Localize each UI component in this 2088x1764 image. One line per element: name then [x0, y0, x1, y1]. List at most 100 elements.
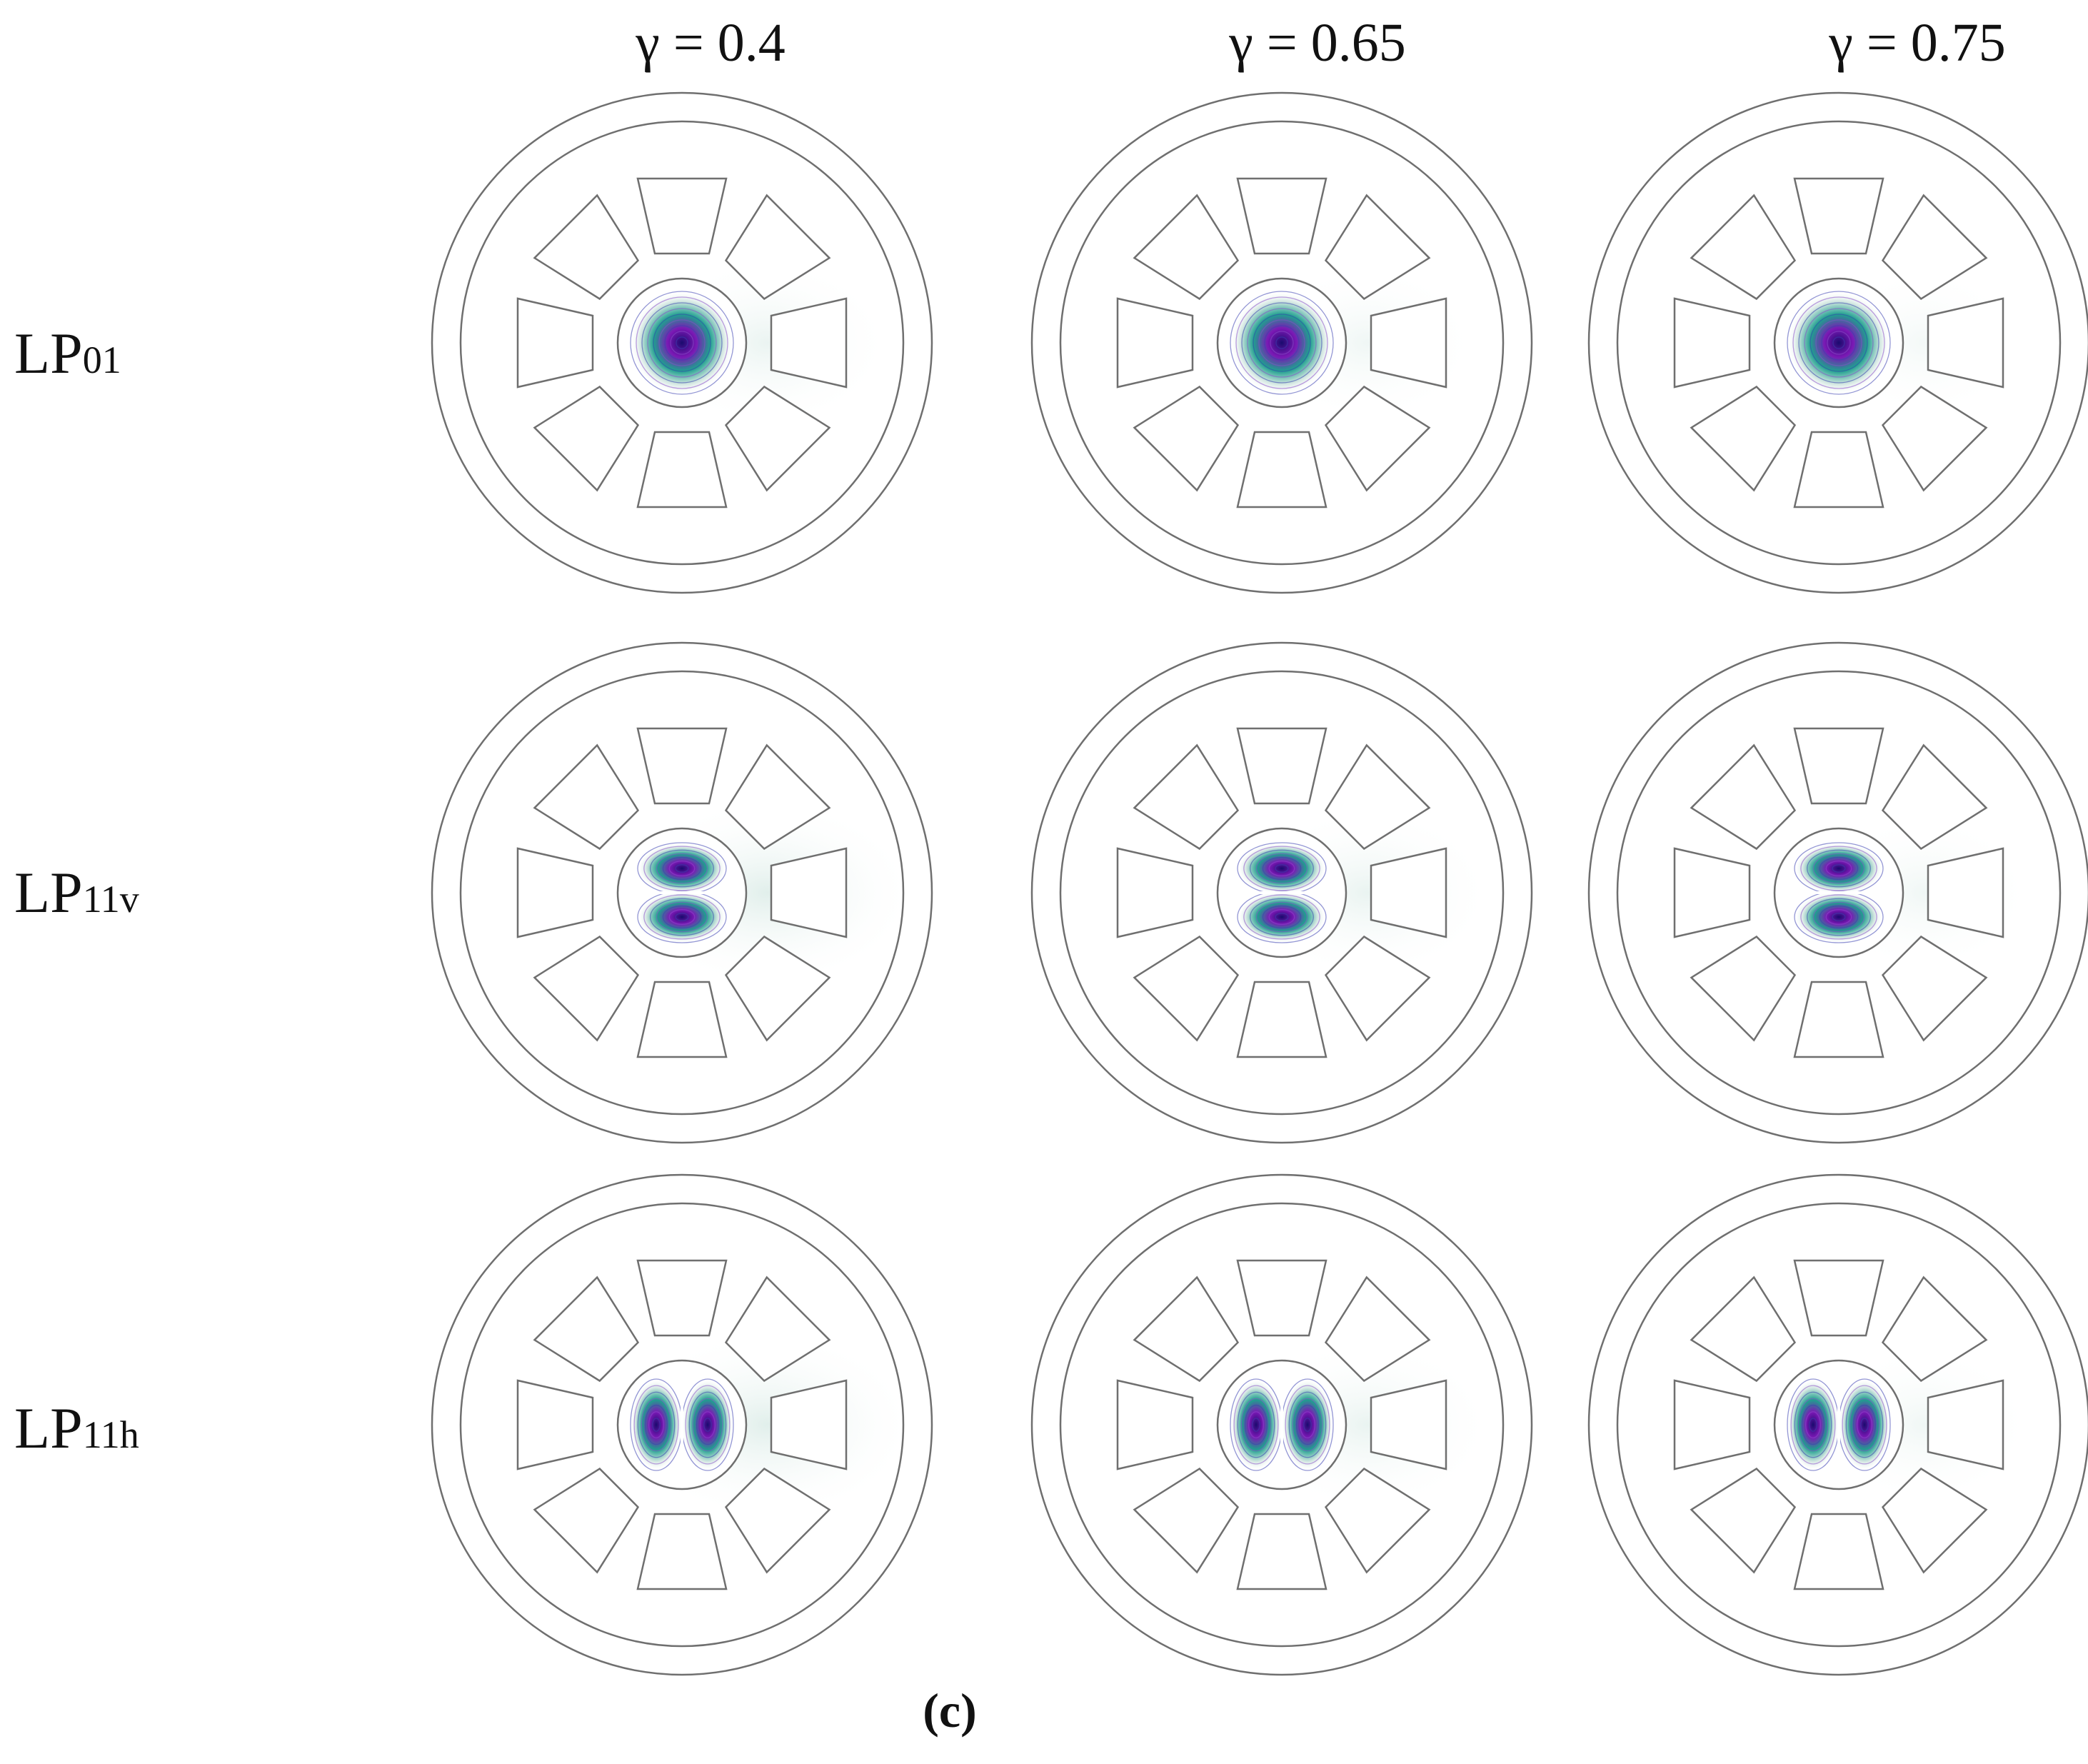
contour-line: [670, 331, 694, 355]
cladding-hole: [1927, 297, 2004, 389]
contour-line: [1845, 1391, 1884, 1458]
jacket-outer-circle: [1587, 91, 2088, 594]
cladding-hole: [1690, 743, 1797, 851]
contour-line: [643, 894, 721, 940]
jacket-outer-circle: [431, 641, 933, 1144]
cladding-hole: [1324, 1467, 1431, 1574]
cladding-hole: [1236, 1259, 1327, 1337]
jacket-inner-circle: [459, 1202, 905, 1648]
contour-line: [641, 1398, 672, 1452]
cladding-hole: [1881, 935, 1988, 1042]
cladding-hole: [1133, 194, 1240, 301]
contour-line: [1819, 905, 1859, 929]
contour-line: [1800, 846, 1877, 891]
contour-line: [650, 898, 714, 936]
contour-line: [662, 856, 702, 881]
cladding-hole: [1133, 1276, 1240, 1383]
contour-line: [653, 314, 711, 372]
contour-line: [1292, 1398, 1323, 1452]
cladding-hole: [1881, 1467, 1988, 1574]
contour-line: [1268, 909, 1295, 925]
contour-line: [692, 1398, 723, 1452]
mode-field-lp11v: [632, 842, 732, 943]
contour-line: [675, 864, 689, 873]
mode-field-lp01: [1787, 291, 1891, 395]
contour-line: [1792, 296, 1885, 389]
cladding-hole: [1236, 177, 1327, 255]
contour-line: [1825, 861, 1852, 876]
contour-line: [1842, 1385, 1887, 1465]
contour-line: [656, 901, 708, 933]
mode-panel-lp01-col0: [418, 79, 946, 607]
contour-line: [703, 1418, 712, 1432]
fiber-cross-section: [431, 91, 933, 594]
contour-line: [675, 913, 689, 921]
contour-line: [1295, 1404, 1320, 1445]
contour-line: [656, 853, 708, 884]
row-label-lp01-base: LP: [14, 321, 83, 386]
contour-line: [1285, 1385, 1330, 1465]
contour-line: [1243, 846, 1320, 891]
contour-line: [637, 1391, 676, 1458]
cladding-hole: [724, 743, 831, 851]
contour-line: [650, 849, 714, 888]
cladding-hole: [1236, 1513, 1327, 1590]
cladding-hole: [770, 297, 848, 389]
contour-line: [1852, 1404, 1877, 1445]
contour-line: [696, 1404, 720, 1445]
cladding-hole: [533, 935, 640, 1042]
fiber-cross-section: [1030, 1173, 1533, 1676]
cladding-hole: [1793, 1513, 1884, 1590]
cladding-hole: [724, 1467, 831, 1574]
cladding-hole: [516, 847, 594, 938]
cladding-hole: [1690, 1467, 1797, 1574]
contour-line: [1857, 1411, 1872, 1438]
contour-line: [1233, 1385, 1279, 1465]
cladding-hole: [1133, 1467, 1240, 1574]
mode-panel-lp11v-col2: [1575, 628, 2088, 1157]
cladding-hole: [636, 1513, 728, 1590]
contour-line: [1815, 319, 1862, 366]
cladding-hole: [1116, 1379, 1194, 1470]
contour-line: [1275, 336, 1288, 349]
contour-line: [1832, 336, 1845, 349]
contour-line: [1787, 291, 1891, 395]
contour-line: [633, 1385, 679, 1465]
contour-line: [1812, 853, 1865, 884]
cladding-hole: [1881, 1276, 1988, 1383]
jacket-outer-circle: [1030, 91, 1533, 594]
cladding-hole: [1324, 743, 1431, 851]
cladding-hole: [770, 847, 848, 938]
cladding-hole: [724, 1276, 831, 1383]
cladding-hole: [1133, 935, 1240, 1042]
row-label-lp11v-base: LP: [14, 860, 83, 925]
contour-line: [648, 1411, 664, 1438]
field-lobe: [1787, 291, 1890, 394]
cladding-hole: [1673, 1379, 1751, 1470]
cladding-hole: [1370, 1379, 1447, 1470]
cladding-hole: [516, 297, 594, 389]
contour-line: [1235, 296, 1328, 389]
contour-line: [1807, 898, 1871, 936]
col-header-2: γ = 0.75: [1829, 13, 2006, 73]
cladding-hole: [1793, 727, 1884, 805]
mode-field-lp11h: [1787, 1373, 1891, 1476]
mode-panel-lp11h-col1: [1018, 1161, 1546, 1689]
contour-line: [664, 325, 700, 361]
mode-field-lp11h: [630, 1373, 734, 1476]
contour-line: [1240, 1398, 1272, 1452]
jacket-outer-circle: [1587, 1173, 2088, 1676]
jacket-inner-circle: [459, 120, 905, 566]
contour-line: [1250, 849, 1314, 888]
cladding-hole: [1690, 1276, 1797, 1383]
fiber-cross-section: [1030, 641, 1533, 1144]
mode-field-lp01: [630, 291, 734, 395]
row-label-lp01-sub: 01: [82, 339, 121, 381]
jacket-outer-circle: [1030, 1173, 1533, 1676]
contour-line: [1253, 314, 1311, 372]
contour-line: [647, 308, 717, 378]
contour-line: [1247, 308, 1317, 378]
jacket-outer-circle: [1030, 641, 1533, 1144]
jacket-inner-circle: [1059, 1202, 1505, 1648]
cladding-hole: [1324, 194, 1431, 301]
